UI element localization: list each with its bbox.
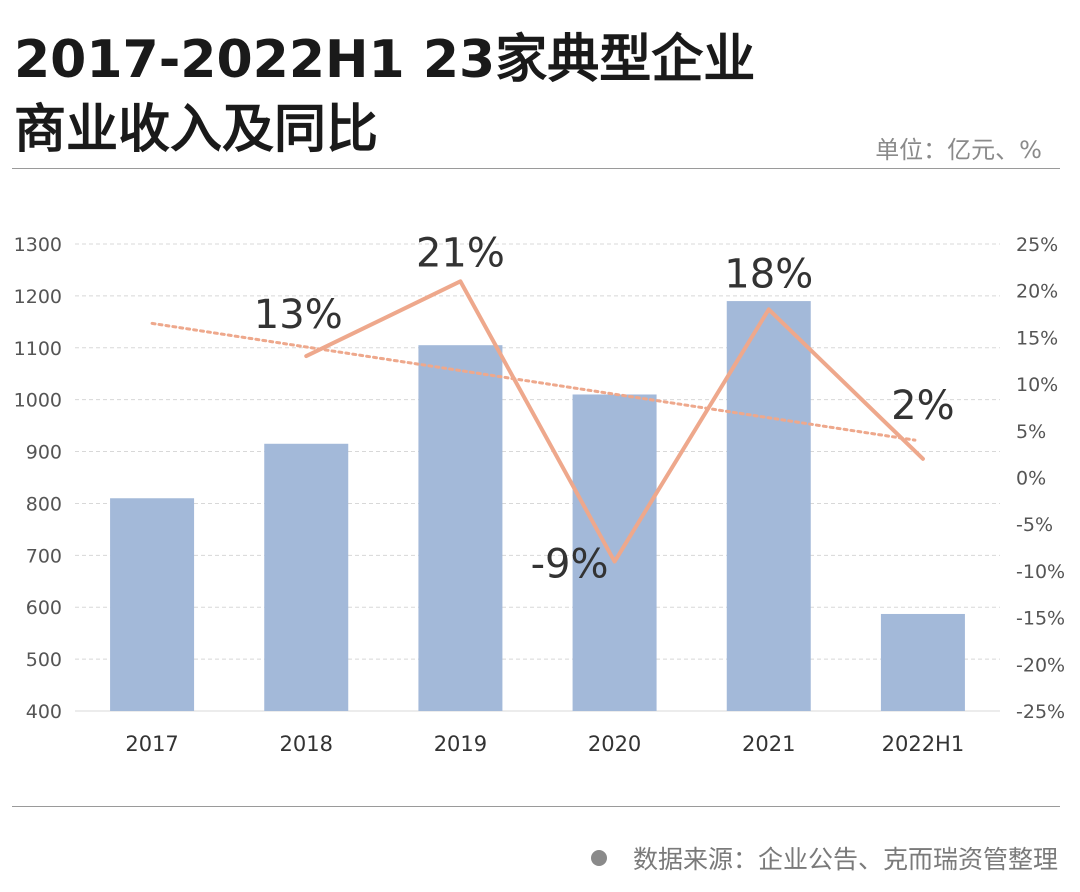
left-axis-tick-label: 1100 (14, 338, 62, 360)
left-axis-tick-label: 800 (26, 493, 62, 515)
unit-label: 单位：亿元、% (875, 136, 1042, 164)
right-axis-tick-label: 5% (1016, 421, 1046, 443)
yoy-data-label: 13% (254, 292, 343, 338)
right-axis-tick-label: -20% (1016, 654, 1065, 676)
revenue-bar (264, 443, 349, 711)
bullet-icon (590, 850, 607, 866)
revenue-bar (572, 394, 657, 711)
right-axis-tick-label: -15% (1016, 608, 1065, 630)
bottom-divider (12, 806, 1060, 807)
left-axis-ticks: 400 500 600 700 800 900 1000 1100 1200 1300 (14, 234, 62, 723)
left-axis-tick-label: 900 (26, 442, 62, 464)
right-axis-tick-label: -5% (1016, 514, 1053, 536)
right-axis-tick-label: 15% (1016, 327, 1058, 349)
chart-title-line1: 2017-2022H1 23家典型企业 (14, 30, 756, 90)
trendline-line (150, 321, 917, 442)
top-divider (12, 168, 1060, 169)
right-axis-tick-label: 10% (1016, 374, 1058, 396)
trendline (150, 321, 917, 442)
x-axis-tick-label: 2018 (280, 732, 333, 756)
left-axis-tick-label: 1000 (14, 390, 62, 412)
left-axis-tick-label: 1300 (14, 234, 62, 256)
right-axis-tick-label: -10% (1016, 561, 1065, 583)
yoy-data-label: 2% (891, 383, 954, 429)
left-axis-tick-label: 500 (26, 649, 62, 671)
yoy-data-label: 18% (724, 251, 813, 297)
data-source-text: 数据来源：企业公告、克而瑞资管整理 (632, 845, 1058, 874)
revenue-bar (726, 301, 811, 711)
x-axis-tick-label: 2019 (434, 732, 487, 756)
revenue-bar (418, 345, 503, 711)
x-axis-tick-label: 2021 (742, 732, 795, 756)
chart-title-line2: 商业收入及同比 (14, 100, 379, 160)
right-axis-tick-label: 25% (1016, 234, 1058, 256)
left-axis-tick-label: 1200 (14, 286, 62, 308)
x-axis-tick-label: 2020 (588, 732, 641, 756)
yoy-data-label: -9% (531, 542, 609, 588)
x-axis-ticks: 2017 2018 2019 2020 2021 2022H1 (125, 732, 964, 756)
revenue-bar (110, 498, 195, 711)
right-axis-ticks: -25% -20% -15% -10% -5% 0% 5% 10% 15% 20% 25% (1016, 234, 1065, 723)
revenue-bars (110, 301, 965, 711)
gridlines (75, 243, 1000, 712)
left-axis-tick-label: 600 (26, 597, 62, 619)
right-axis-tick-label: 20% (1016, 281, 1058, 303)
yoy-line (304, 279, 925, 564)
left-axis-tick-label: 700 (26, 545, 62, 567)
x-axis-tick-label: 2017 (125, 732, 178, 756)
right-axis-tick-label: -25% (1016, 701, 1065, 723)
right-axis-tick-label: 0% (1016, 468, 1046, 490)
data-source: 数据来源：企业公告、克而瑞资管整理 (590, 840, 1058, 876)
yoy-line-path (304, 279, 925, 564)
revenue-bar (880, 613, 965, 711)
x-axis-tick-label: 2022H1 (882, 732, 965, 756)
data-labels: 13% 21% -9% 18% 2% (254, 230, 955, 587)
left-axis-tick-label: 400 (26, 701, 62, 723)
yoy-data-label: 21% (416, 230, 505, 276)
